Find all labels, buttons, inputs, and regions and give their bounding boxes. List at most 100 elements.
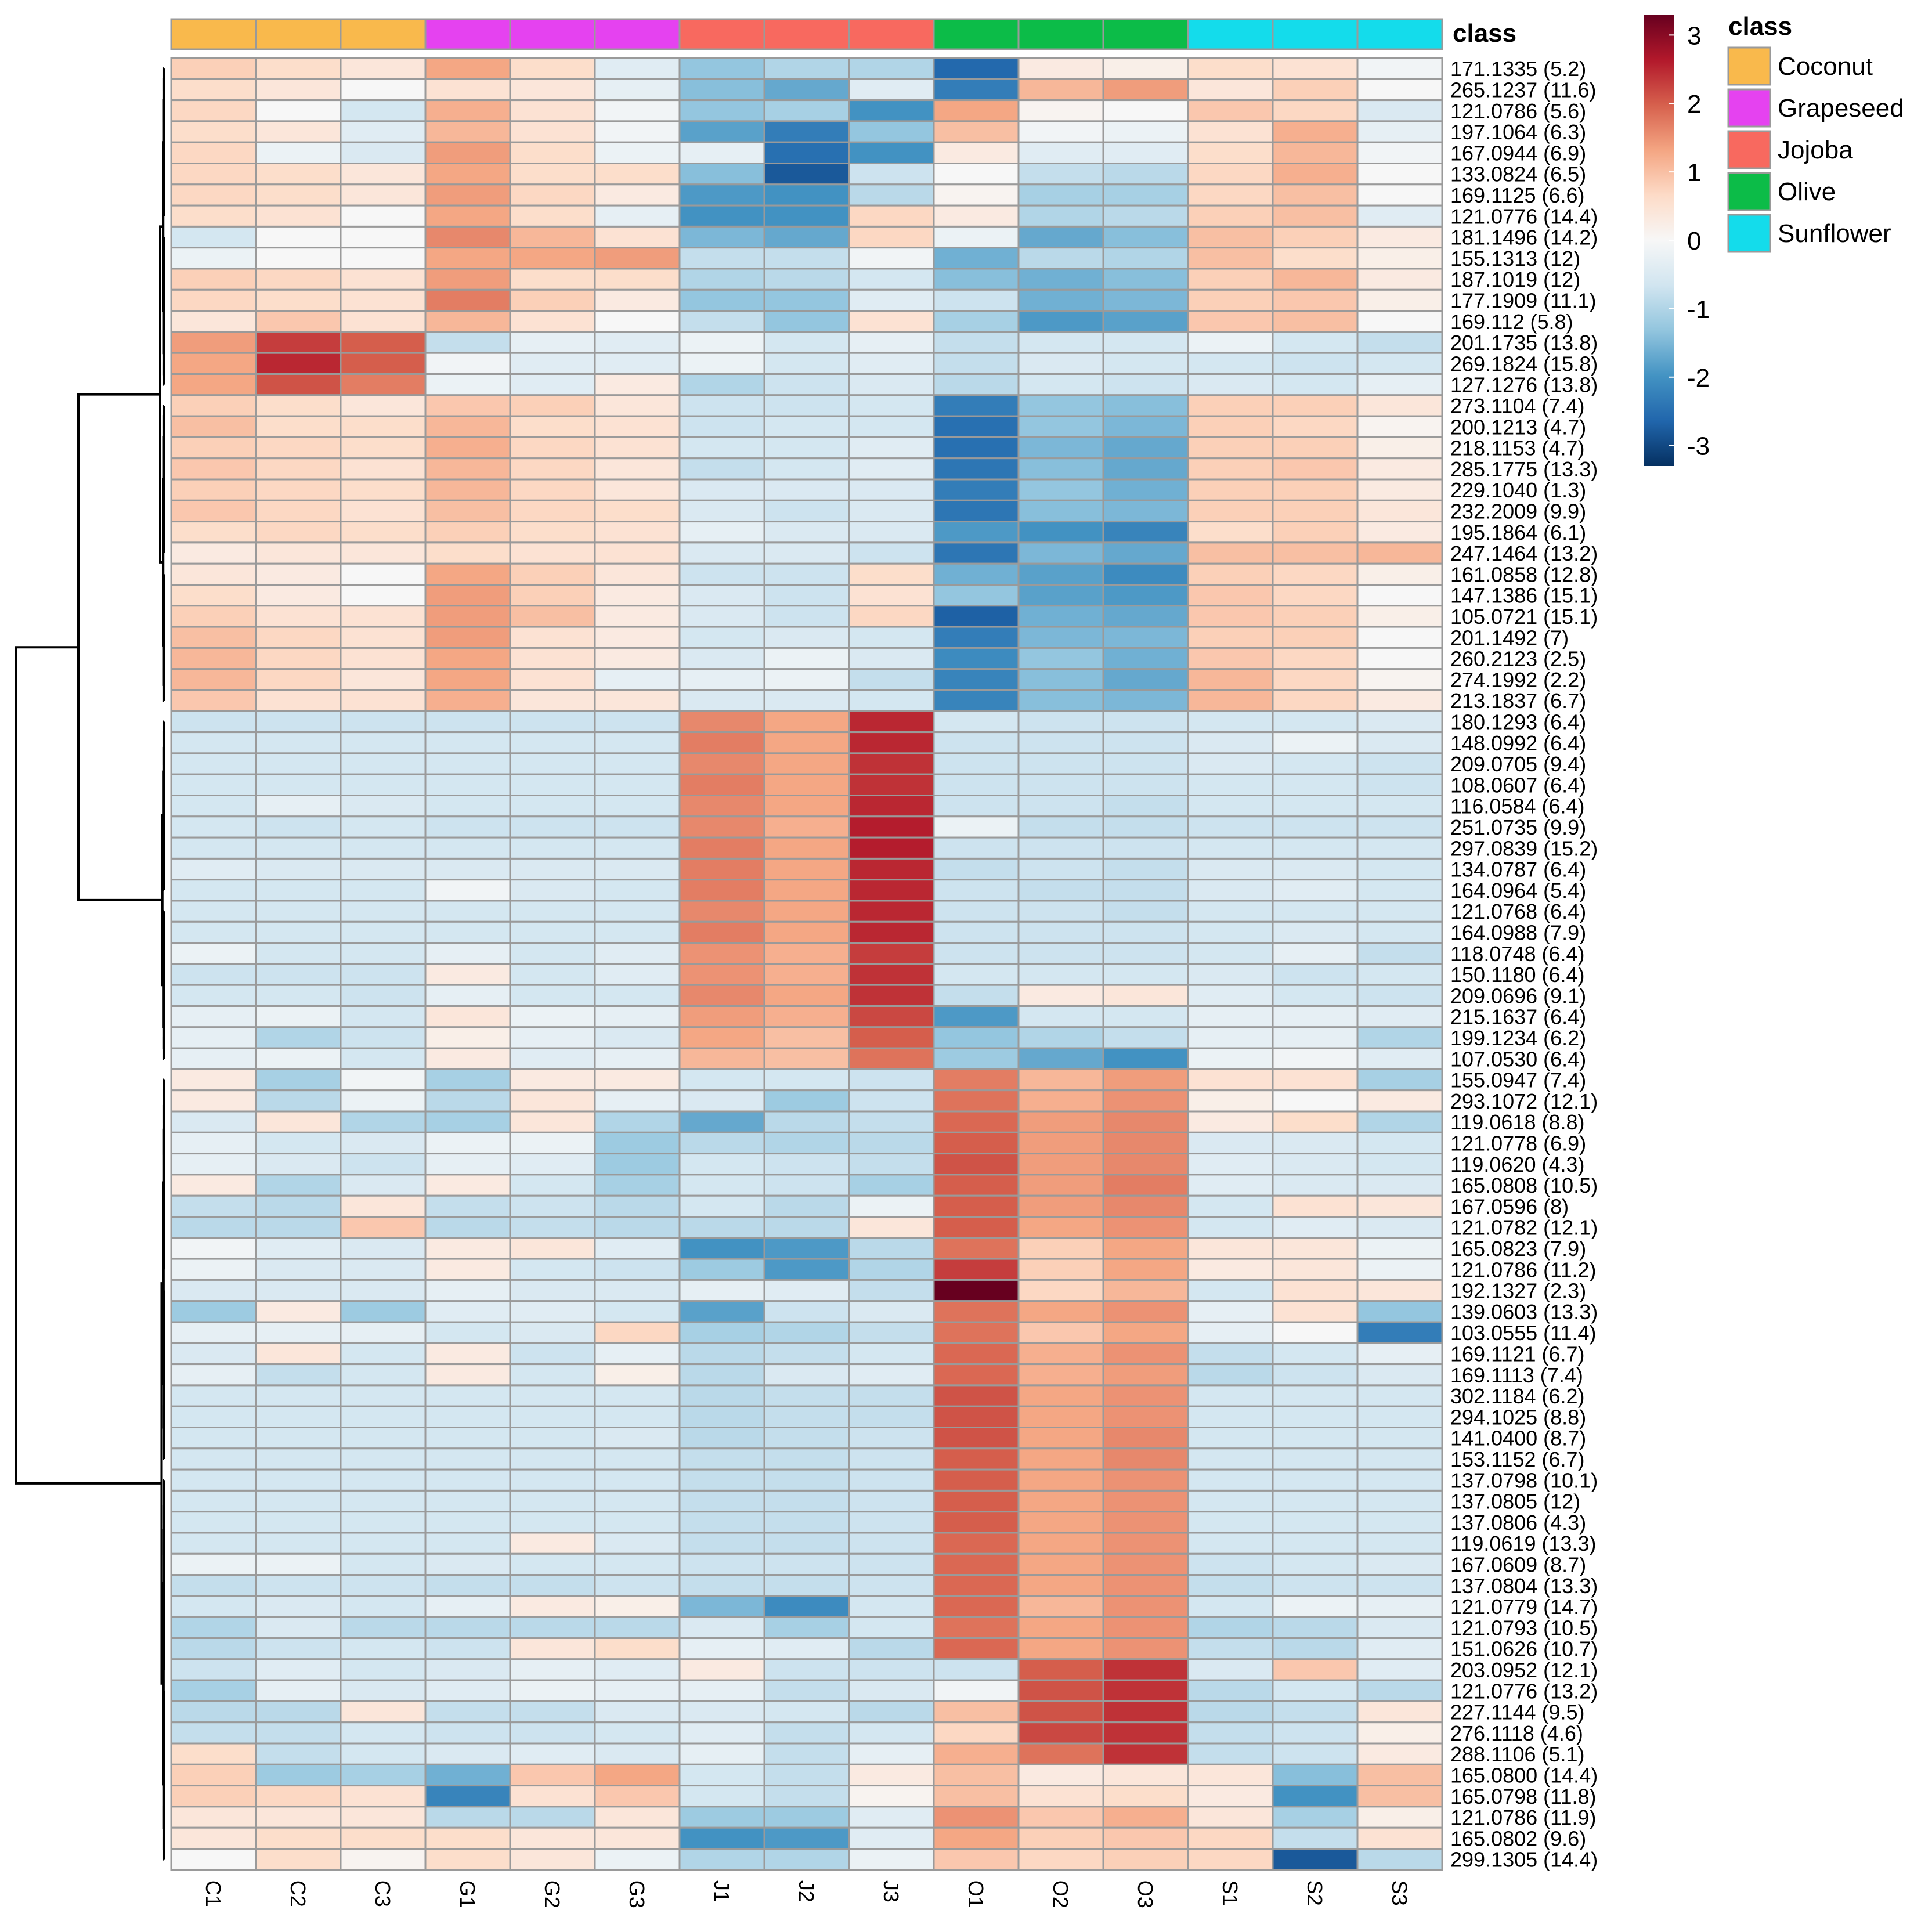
heatmap-cell [509,499,596,523]
row-label: 200.1213 (4.7) [1450,415,1586,439]
heatmap-cell [1356,752,1443,775]
heatmap-cell [509,1237,596,1260]
heatmap-cell [509,1532,596,1555]
row-label: 103.0555 (11.4) [1450,1321,1597,1345]
heatmap-cell [509,1806,596,1829]
heatmap-cell [594,984,681,1007]
heatmap-cell [848,1089,935,1113]
heatmap-cell [1102,163,1189,186]
heatmap-cell [170,541,257,565]
heatmap-cell [1187,1153,1274,1176]
heatmap-cell [255,78,342,102]
heatmap-cell [340,857,427,881]
row-label: 119.0620 (4.3) [1450,1153,1585,1176]
heatmap-cell [255,331,342,354]
heatmap-cell [763,647,850,670]
heatmap-cell [340,120,427,143]
heatmap-cell [763,1110,850,1133]
heatmap-cell [509,647,596,670]
heatmap-cell [1272,1068,1359,1092]
heatmap-cell [933,1174,1020,1197]
heatmap-cell [1272,541,1359,565]
heatmap-cell [594,1321,681,1344]
heatmap-cell [848,1763,935,1787]
heatmap-cell [509,773,596,796]
heatmap-cell [509,1153,596,1176]
heatmap-cell [1017,1384,1104,1407]
heatmap-cell [933,668,1020,691]
heatmap-cell [255,752,342,775]
heatmap-cell [1356,1405,1443,1428]
heatmap-cell [1102,1595,1189,1618]
heatmap-cell [594,668,681,691]
heatmap-cell [678,900,765,923]
heatmap-cell [678,942,765,965]
heatmap-cell [763,204,850,228]
heatmap-cell [170,1468,257,1492]
heatmap-cell [255,288,342,312]
heatmap-cell [594,1237,681,1260]
heatmap-cell [933,1489,1020,1513]
class-legend-swatch-sunflower [1727,214,1771,253]
heatmap-cell [594,1574,681,1597]
heatmap-cell [933,626,1020,649]
heatmap-cell [678,1616,765,1639]
heatmap-cell [1272,1574,1359,1597]
heatmap-cell [933,288,1020,312]
heatmap-cell [1017,1258,1104,1281]
heatmap-cell [340,1131,427,1155]
heatmap-cell [255,1574,342,1597]
heatmap-cell [1102,1131,1189,1155]
heatmap-cell [1187,1742,1274,1765]
heatmap-cell [594,710,681,734]
heatmap-cell [594,1384,681,1407]
heatmap-cell [1017,183,1104,207]
class-legend-label-grapeseed: Grapeseed [1778,94,1904,122]
heatmap-cell [340,163,427,186]
heatmap-cell [255,478,342,501]
heatmap-cell [170,163,257,186]
heatmap-cell [848,1679,935,1702]
annotation-cell-S1 [1187,18,1274,50]
row-label: 137.0804 (13.3) [1450,1574,1598,1598]
heatmap-cell [594,562,681,586]
heatmap-cell [678,288,765,312]
heatmap-cell [848,626,935,649]
heatmap-cell [933,268,1020,291]
heatmap-cell [1187,457,1274,481]
heatmap-cell [340,984,427,1007]
heatmap-cell [848,1005,935,1028]
heatmap-cell [509,1826,596,1850]
heatmap-cell [1102,541,1189,565]
row-label: 203.0952 (12.1) [1450,1658,1598,1682]
heatmap-cell [1187,900,1274,923]
heatmap-cell [340,1848,427,1871]
heatmap-cell [424,310,511,333]
heatmap-cell [1017,1637,1104,1660]
heatmap-cell [170,836,257,860]
heatmap-cell [1356,584,1443,607]
heatmap-cell [340,373,427,396]
heatmap-cell [594,141,681,164]
heatmap-cell [1272,1026,1359,1049]
heatmap-cell [763,1616,850,1639]
heatmap-cell [848,1047,935,1070]
heatmap-cell [424,457,511,481]
heatmap-cell [170,1721,257,1745]
heatmap-cell [255,795,342,818]
heatmap-cell [1017,1110,1104,1133]
heatmap-cell [678,373,765,396]
heatmap-cell [763,1026,850,1049]
heatmap-cell [933,920,1020,944]
heatmap-cell [1017,288,1104,312]
heatmap-cell [1356,1574,1443,1597]
heatmap-cell [678,78,765,102]
heatmap-cell [1102,795,1189,818]
heatmap-cell [933,836,1020,860]
color-scale-tick-label: 3 [1687,21,1701,50]
heatmap-cell [424,689,511,712]
heatmap-cell [509,1405,596,1428]
heatmap-cell [170,521,257,544]
heatmap-cell [1272,1047,1359,1070]
heatmap-cell [933,499,1020,523]
